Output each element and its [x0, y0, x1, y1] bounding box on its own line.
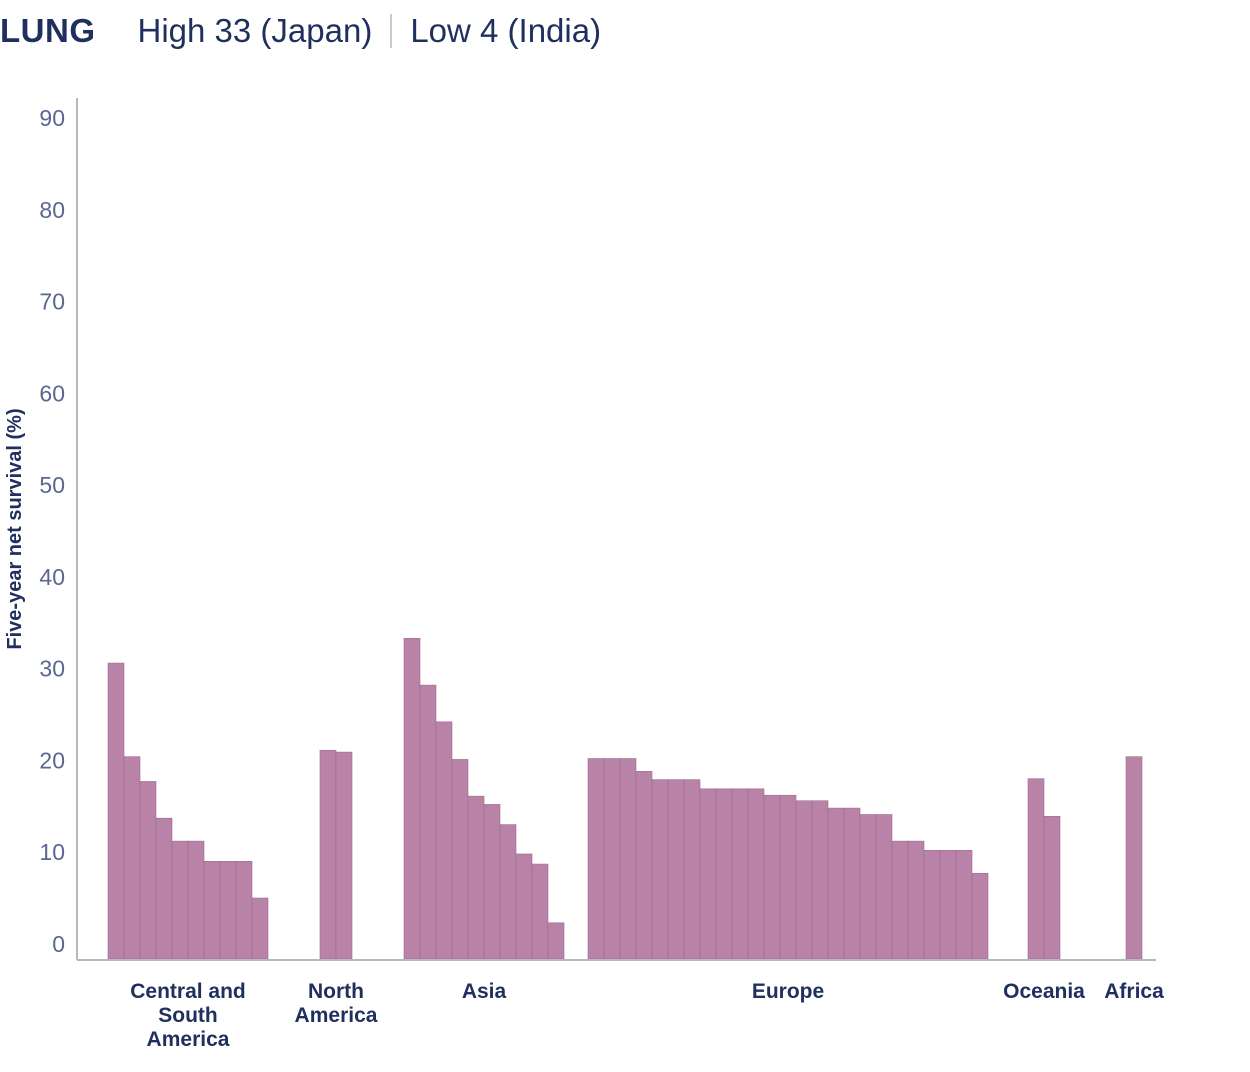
y-tick-label: 50 — [39, 472, 65, 498]
bar — [451, 759, 469, 960]
y-tick-label: 70 — [39, 289, 65, 315]
y-tick-label: 0 — [52, 931, 65, 957]
bar — [1043, 816, 1061, 960]
y-tick-label: 30 — [39, 656, 65, 682]
bar — [731, 788, 749, 960]
bar — [319, 749, 337, 960]
cancer-site-title: LUNG — [0, 12, 96, 49]
x-group-label: North America — [261, 980, 411, 1028]
bar — [203, 861, 221, 960]
chart-header: LUNG High 33 (Japan) Low 4 (India) — [0, 8, 601, 54]
bar — [123, 756, 141, 960]
bar — [219, 861, 237, 960]
x-group-label-line: America — [294, 1004, 378, 1027]
bar — [939, 850, 957, 960]
bar — [683, 779, 701, 960]
bar — [843, 807, 861, 960]
y-tick-label: 80 — [39, 197, 65, 223]
bar — [859, 814, 877, 960]
bar — [335, 751, 353, 960]
bar — [635, 771, 653, 960]
bar — [419, 684, 437, 960]
bar — [923, 850, 941, 960]
bar — [891, 840, 909, 960]
bar — [107, 662, 125, 960]
high-value-label: High 33 (Japan) — [137, 12, 373, 49]
bar — [619, 758, 637, 960]
bar — [435, 721, 453, 960]
x-group-label-line: America — [146, 1028, 230, 1051]
x-group-label-line: Asia — [461, 980, 507, 1003]
bar — [811, 800, 829, 960]
bar — [139, 781, 157, 960]
bar — [155, 817, 173, 960]
bar — [795, 800, 813, 960]
x-group-label-line: South — [158, 1004, 218, 1027]
bar — [483, 804, 501, 960]
bar — [171, 840, 189, 960]
bars — [107, 637, 1143, 960]
bar — [547, 922, 565, 960]
bar — [667, 779, 685, 960]
bar — [251, 897, 269, 960]
x-group-label: Europe — [713, 980, 863, 1004]
low-value-label: Low 4 (India) — [410, 12, 602, 49]
bar — [763, 794, 781, 960]
y-tick-label: 20 — [39, 747, 65, 773]
x-group-label-line: Central and — [130, 980, 246, 1003]
x-group-label: Central and South America — [113, 980, 263, 1052]
y-tick-label: 40 — [39, 564, 65, 590]
bar — [747, 788, 765, 960]
bar — [467, 795, 485, 960]
bar — [875, 814, 893, 960]
x-group-label: Oceania — [969, 980, 1119, 1004]
y-tick-label: 90 — [39, 105, 65, 131]
bar — [403, 637, 421, 960]
y-tick-label: 10 — [39, 839, 65, 865]
bar — [235, 861, 253, 960]
bar — [515, 853, 533, 960]
bar — [955, 850, 973, 960]
bar — [603, 758, 621, 960]
bar — [531, 863, 549, 960]
y-tick-label: 60 — [39, 380, 65, 406]
bar — [779, 794, 797, 960]
x-group-label: Asia — [409, 980, 559, 1004]
bar — [1125, 756, 1143, 960]
bar — [715, 788, 733, 960]
y-axis-ticks: 0 10 20 30 40 50 60 70 80 90 — [39, 105, 65, 957]
bar — [1027, 778, 1045, 960]
bar — [907, 840, 925, 960]
x-group-label-line: North — [308, 980, 364, 1003]
bar — [499, 824, 517, 960]
x-group-label: Africa — [1059, 980, 1209, 1004]
x-group-label-line: Europe — [751, 980, 825, 1003]
header-divider — [390, 14, 393, 48]
bar — [971, 872, 989, 960]
bar — [699, 788, 717, 960]
bar — [827, 807, 845, 960]
bar — [587, 758, 605, 960]
bar — [187, 840, 205, 960]
x-group-label-line: Oceania — [1003, 980, 1085, 1003]
y-axis-label: Five-year net survival (%) — [4, 408, 26, 649]
bar — [651, 779, 669, 960]
x-group-label-line: Africa — [1104, 980, 1164, 1003]
